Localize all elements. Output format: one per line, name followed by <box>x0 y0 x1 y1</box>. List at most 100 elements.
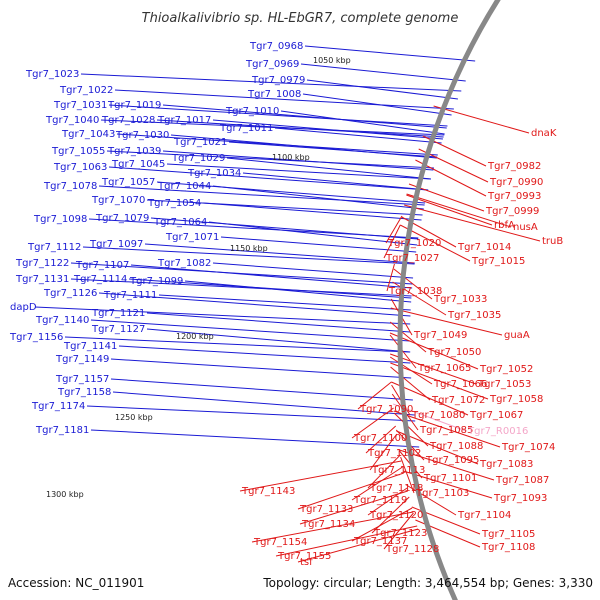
gene-label: Tgr7_1035 <box>447 310 501 321</box>
gene-label: Tgr7_1074 <box>501 442 555 453</box>
connector-line <box>357 381 392 410</box>
gene-label: Tgr7_0999 <box>485 206 539 217</box>
gene-label: Tgr7_1101 <box>423 473 477 484</box>
gene-label: Tgr7_1054 <box>147 198 201 209</box>
connector-line <box>297 528 419 563</box>
gene-label: Tgr7_1181 <box>35 425 89 436</box>
gene-label: Tgr7_1027 <box>385 253 439 264</box>
gene-label: Tgr7_1104 <box>457 510 511 521</box>
gene-labels: 1050 kbp 1100 kbp 1150 kbp 1200 kbp 1250 kbp… <box>9 41 563 568</box>
connector-line <box>158 294 411 311</box>
connector-line <box>106 150 434 169</box>
connector-line <box>239 460 402 492</box>
connector-line <box>228 141 438 158</box>
connector-line <box>351 507 413 542</box>
connector-line <box>146 312 411 333</box>
connector-line <box>393 268 433 300</box>
gene-label: Tgr7_1080 <box>411 410 465 421</box>
gene-label: dnaK <box>531 128 557 139</box>
connector-line <box>274 127 442 144</box>
gene-label: Tgr7_1099 <box>129 276 183 287</box>
gene-label: rbfA <box>494 220 515 231</box>
connector-line <box>130 264 413 289</box>
connector-line <box>108 104 448 127</box>
connector-line <box>86 405 416 422</box>
gene-label: Tgr7_1088 <box>429 441 483 452</box>
gene-label: Tgr7_0982 <box>487 161 541 172</box>
gene-label: Tgr7_1057 <box>101 177 155 188</box>
connector-line <box>367 487 408 516</box>
gene-label: Tgr7_1134 <box>301 519 355 530</box>
connector-line <box>393 410 501 448</box>
connector-line <box>251 511 414 543</box>
connector-line <box>403 470 493 499</box>
gene-label: Tgr7_1156 <box>9 332 63 343</box>
gene-label: Tgr7_1103 <box>415 488 469 499</box>
gene-label: Tgr7_1017 <box>157 115 211 126</box>
gene-label: Tgr7_1010 <box>225 106 279 117</box>
connector-line <box>208 221 418 246</box>
gene-label: Tgr7_1065 <box>417 363 471 374</box>
gene-label: Tgr7_1133 <box>299 504 353 515</box>
gene-label: Tgr7_1070 <box>91 195 145 206</box>
connector-line <box>404 204 541 242</box>
connector-line <box>118 345 411 364</box>
gene-label: Tgr7_1058 <box>489 394 543 405</box>
gene-label: Tgr7_1158 <box>57 387 111 398</box>
connector-line <box>156 181 426 204</box>
gene-label: Tgr7_1079 <box>95 213 149 224</box>
connector-line <box>70 278 412 297</box>
kbp-tick-label: 1050 kbp <box>313 56 351 65</box>
kbp-tick-label: 1300 kbp <box>46 490 84 499</box>
connector-line <box>275 525 418 557</box>
connector-line <box>144 243 415 264</box>
connector-line <box>226 157 431 180</box>
connector-line <box>390 307 503 336</box>
gene-label: Tgr7_1100 <box>353 433 407 444</box>
gene-label: Tgr7_1050 <box>427 347 481 358</box>
connector-line <box>114 89 454 110</box>
connector-line <box>383 224 401 259</box>
gene-label: Tgr7_1023 <box>25 69 79 80</box>
connector-line <box>100 119 445 136</box>
gene-label: Tgr7_1131 <box>15 274 69 285</box>
gene-label: Tgr7_1028 <box>101 115 155 126</box>
connector-line <box>110 358 412 379</box>
gene-label: Tgr7_1090 <box>359 404 413 415</box>
gene-label: Tgr7_1121 <box>91 308 145 319</box>
connector-line <box>212 185 424 210</box>
genome-title: Thioalkalivibrio sp. HL-EbGR7, complete … <box>142 11 459 26</box>
gene-label: Tgr7_1149 <box>55 354 109 365</box>
gene-label: Tgr7_1044 <box>157 181 211 192</box>
gene-label: Tgr7_0990 <box>489 177 543 188</box>
gene-label: Tgr7_1020 <box>387 238 441 249</box>
gene-label: truB <box>542 236 563 247</box>
gene-label: Tgr7_1031 <box>53 100 107 111</box>
kbp-tick-label: 1200 kbp <box>176 332 214 341</box>
connector-line <box>82 246 415 265</box>
connector-line <box>162 104 447 129</box>
connector-line <box>367 454 401 489</box>
connector-line <box>90 429 420 448</box>
gene-label: Tgr7_1128 <box>385 544 439 555</box>
gene-label: Tgr7_1029 <box>171 153 225 164</box>
gene-label: Tgr7_1049 <box>413 330 467 341</box>
gene-label: Tgr7_1083 <box>479 459 533 470</box>
connector-line <box>280 110 445 135</box>
gene-label: Tgr7_1126 <box>43 288 97 299</box>
connector-line <box>383 512 414 550</box>
gene-label: Tgr7_1039 <box>107 146 161 157</box>
gene-label: Tgr7_1011 <box>219 123 273 134</box>
gene-label: Tgr7_1155 <box>277 551 331 562</box>
gene-label: Tgr7_1034 <box>187 168 241 179</box>
connector-line <box>108 166 429 191</box>
connector-line <box>433 105 530 134</box>
gene-label: Tgr7_1108 <box>481 542 535 553</box>
gene-label: Tgr7_1174 <box>31 401 85 412</box>
gene-label: Tgr7_1107 <box>75 260 129 271</box>
gene-label: Tgr7_1118 <box>369 483 423 494</box>
gene-label: Tgr7_1015 <box>471 256 525 267</box>
connector-line <box>385 215 403 244</box>
